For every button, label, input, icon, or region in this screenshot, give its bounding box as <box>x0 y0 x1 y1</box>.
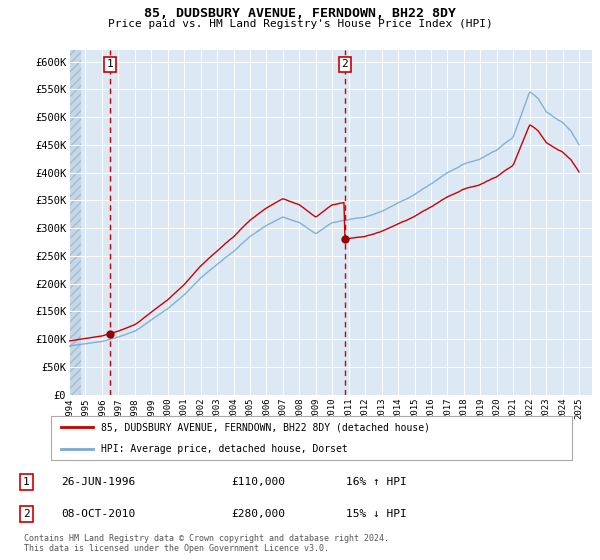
Text: HPI: Average price, detached house, Dorset: HPI: Average price, detached house, Dors… <box>101 444 347 454</box>
Text: Price paid vs. HM Land Registry's House Price Index (HPI): Price paid vs. HM Land Registry's House … <box>107 19 493 29</box>
Text: 85, DUDSBURY AVENUE, FERNDOWN, BH22 8DY (detached house): 85, DUDSBURY AVENUE, FERNDOWN, BH22 8DY … <box>101 422 430 432</box>
Text: 85, DUDSBURY AVENUE, FERNDOWN, BH22 8DY: 85, DUDSBURY AVENUE, FERNDOWN, BH22 8DY <box>144 7 456 20</box>
Text: Contains HM Land Registry data © Crown copyright and database right 2024.
This d: Contains HM Land Registry data © Crown c… <box>24 534 389 553</box>
Text: £110,000: £110,000 <box>231 477 285 487</box>
FancyBboxPatch shape <box>50 416 572 460</box>
Text: 2: 2 <box>341 59 348 69</box>
Text: 08-OCT-2010: 08-OCT-2010 <box>61 509 135 519</box>
Text: 2: 2 <box>23 509 30 519</box>
Text: 1: 1 <box>23 477 30 487</box>
Text: 1: 1 <box>106 59 113 69</box>
Text: 16% ↑ HPI: 16% ↑ HPI <box>346 477 407 487</box>
Text: 15% ↓ HPI: 15% ↓ HPI <box>346 509 407 519</box>
Text: 26-JUN-1996: 26-JUN-1996 <box>61 477 135 487</box>
Text: £280,000: £280,000 <box>231 509 285 519</box>
